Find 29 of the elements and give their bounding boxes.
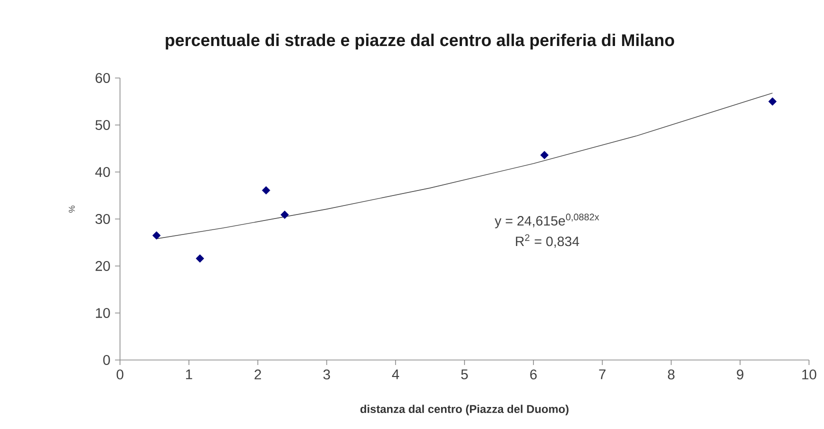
- x-tick-label: 1: [186, 370, 192, 380]
- y-axis-title: %: [68, 206, 75, 213]
- point: [152, 231, 161, 240]
- x-tick-label: 8: [668, 370, 674, 380]
- y-tick-label: 10: [96, 308, 110, 318]
- point: [196, 254, 204, 263]
- x-tick-label: 3: [323, 370, 330, 380]
- x-tick-label: 9: [736, 370, 744, 380]
- point: [262, 186, 270, 194]
- y-tick-label: 60: [96, 73, 110, 83]
- chart-title: percentuale di strade e piazze dal centro alla periferia di Milano: [166, 34, 674, 50]
- point: [768, 97, 777, 106]
- x-tick-label: 6: [530, 370, 537, 380]
- x-axis-title: distanza dal centro (Piazza del Duomo): [360, 404, 568, 416]
- point: [280, 210, 289, 219]
- x-tick-label: 5: [461, 370, 468, 380]
- y-tick-label: 50: [95, 120, 110, 130]
- y-tick-label: 40: [95, 167, 110, 177]
- x-tick-label: 4: [392, 370, 400, 380]
- y-tick-label: 30: [95, 214, 110, 224]
- x-tick-label: 10: [802, 370, 816, 380]
- y-tick-label: 0: [103, 355, 110, 365]
- annotation: R$^{2}$ = 0,834: [516, 234, 580, 248]
- point: [540, 150, 549, 160]
- annotation: y = 24,615e$^{0,0882x}$: [494, 214, 600, 228]
- y-tick-label: 20: [96, 261, 110, 271]
- x-tick-label: 2: [254, 370, 261, 380]
- x-tick-label: 7: [599, 370, 606, 380]
- x-tick-label: 0: [116, 370, 124, 380]
